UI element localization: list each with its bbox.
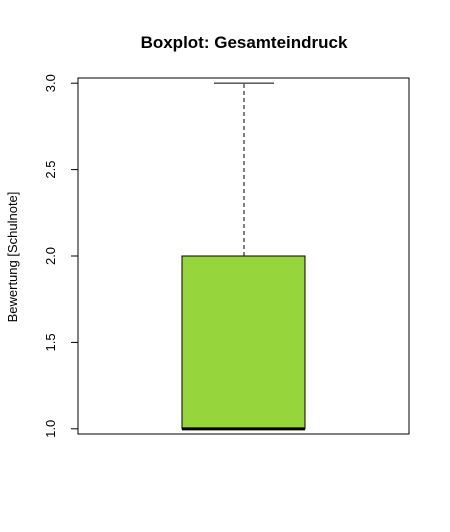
iqr-box <box>181 255 306 430</box>
chart-title: Boxplot: Gesamteindruck <box>141 33 348 52</box>
y-tick-label: 1.0 <box>43 420 58 438</box>
y-tick-label: 1.5 <box>43 333 58 351</box>
y-tick-label: 2.5 <box>43 161 58 179</box>
y-tick-label: 2.0 <box>43 247 58 265</box>
y-axis: 1.0 1.5 2.0 2.5 3.0 <box>43 74 79 438</box>
y-axis-label: Bewertung [Schulnote] <box>5 192 20 323</box>
box-group <box>181 82 306 431</box>
y-tick-label: 3.0 <box>43 74 58 92</box>
